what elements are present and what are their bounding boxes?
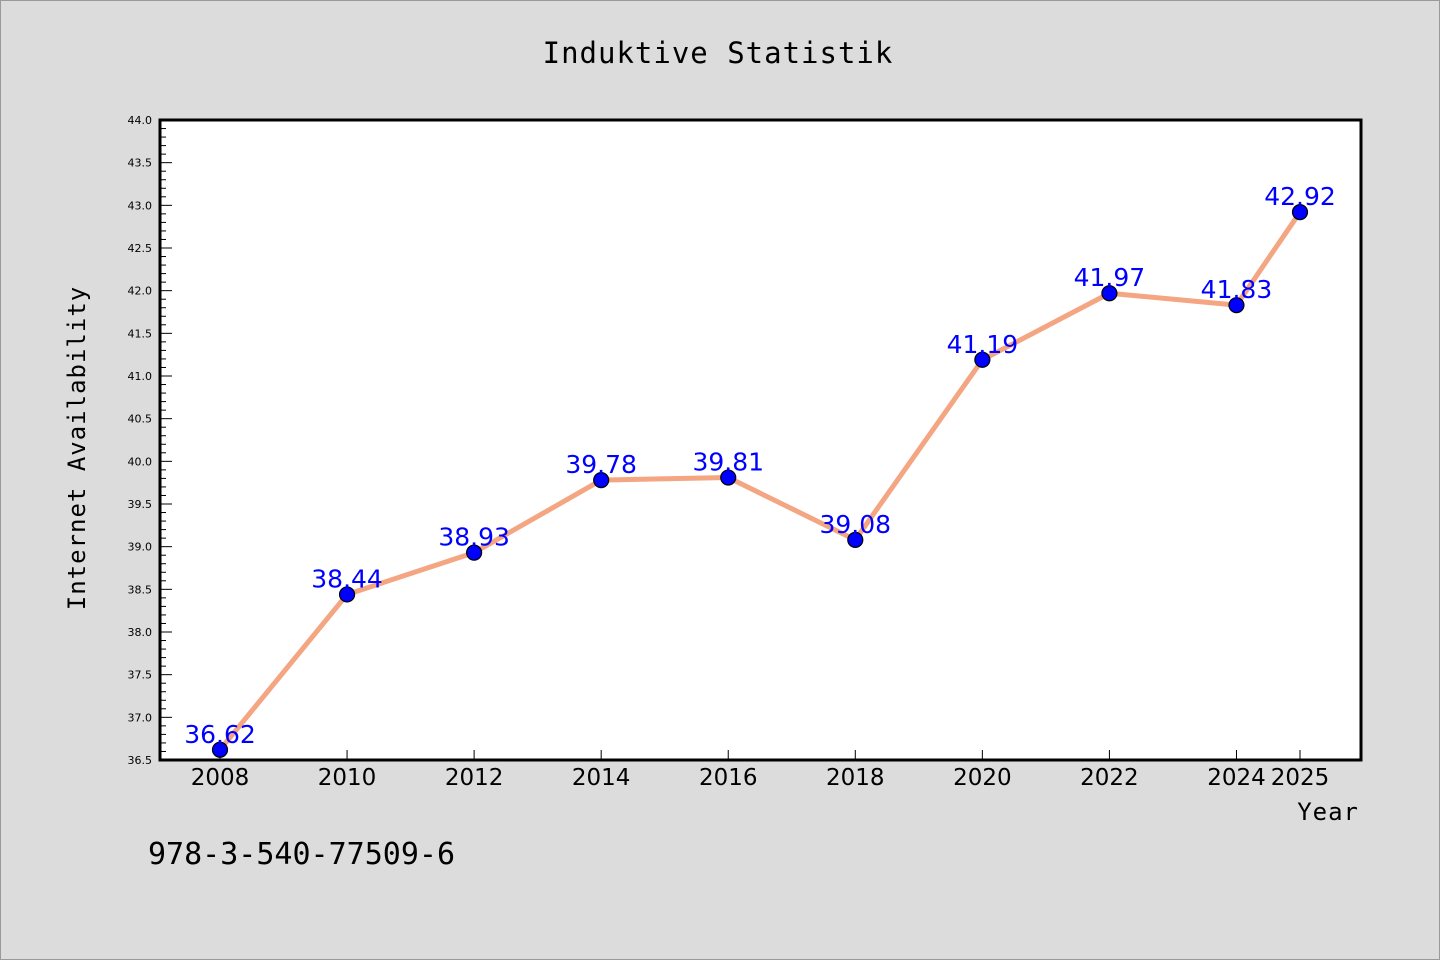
- chart-title: Induktive Statistik: [543, 36, 894, 70]
- data-value-label: 42.92: [1264, 182, 1336, 211]
- x-tick-label: 2024: [1207, 765, 1266, 791]
- x-tick-label: 2018: [826, 765, 885, 791]
- x-tick-label: 2010: [318, 765, 377, 791]
- data-value-label: 41.97: [1074, 263, 1146, 292]
- series-line: [217, 209, 1303, 753]
- y-axis-title: Internet Availability: [63, 286, 91, 610]
- x-axis: 2008 2010 2012 2014 2016 2018 2020 2022 2024 2025: [191, 750, 1330, 791]
- data-point-marker: [720, 469, 737, 486]
- data-point-marker: [847, 531, 864, 548]
- y-tick-label: 42.0: [128, 285, 153, 298]
- data-value-label: 36.62: [184, 720, 256, 749]
- x-tick-label: 2020: [953, 765, 1012, 791]
- x-axis-title: Year: [1297, 798, 1359, 826]
- data-point-marker: [211, 741, 229, 758]
- data-value-label: 41.83: [1201, 275, 1273, 304]
- data-point-marker: [338, 586, 356, 603]
- data-value-label: 39.78: [565, 450, 637, 479]
- y-tick-label: 39.0: [128, 541, 153, 554]
- data-value-label: 39.08: [820, 510, 892, 539]
- series-line-group: [217, 209, 1303, 753]
- y-tick-label: 42.5: [128, 242, 153, 255]
- data-point-marker: [1101, 285, 1118, 302]
- y-tick-label: 37.5: [128, 669, 153, 682]
- data-point-marker: [1291, 204, 1309, 221]
- data-point-marker: [1228, 297, 1245, 314]
- y-tick-label: 38.5: [128, 583, 153, 596]
- data-markers: [211, 204, 1309, 758]
- y-tick-label: 36.5: [128, 754, 153, 767]
- data-value-label: 38.44: [311, 564, 383, 593]
- y-axis: 36.5 37.0 37.5 38.0 38.5 39.0 39.5 40.0 40.5 41.0…: [128, 114, 172, 767]
- y-tick-label: 40.0: [128, 455, 153, 468]
- data-labels: 36.62 38.44 38.93 39.78 39.81 39.08 41.19 41.97…: [184, 182, 1336, 749]
- x-tick-label: 2014: [572, 765, 631, 791]
- x-tick-label: 2025: [1271, 765, 1330, 791]
- y-tick-label: 39.5: [128, 498, 153, 511]
- data-value-label: 41.19: [947, 330, 1019, 359]
- plot-area: [158, 118, 1363, 762]
- x-tick-label: 2016: [699, 765, 758, 791]
- y-tick-label: 37.0: [128, 711, 153, 724]
- y-tick-label: 40.5: [128, 413, 153, 426]
- x-tick-label: 2012: [445, 765, 504, 791]
- y-tick-label: 44.0: [128, 114, 153, 127]
- y-tick-label: 38.0: [128, 626, 153, 639]
- isbn-footer: 978-3-540-77509-6: [148, 837, 455, 872]
- data-point-marker: [593, 472, 610, 489]
- data-point-marker: [974, 351, 991, 368]
- y-tick-label: 41.0: [128, 370, 153, 383]
- y-tick-label: 43.5: [128, 157, 153, 170]
- data-point-marker: [466, 544, 483, 561]
- data-value-label: 39.81: [692, 448, 764, 477]
- data-value-label: 38.93: [438, 523, 510, 552]
- y-tick-label: 41.5: [128, 327, 153, 340]
- x-tick-label: 2008: [191, 765, 250, 791]
- x-tick-label: 2022: [1080, 765, 1139, 791]
- y-tick-label: 43.0: [128, 199, 153, 212]
